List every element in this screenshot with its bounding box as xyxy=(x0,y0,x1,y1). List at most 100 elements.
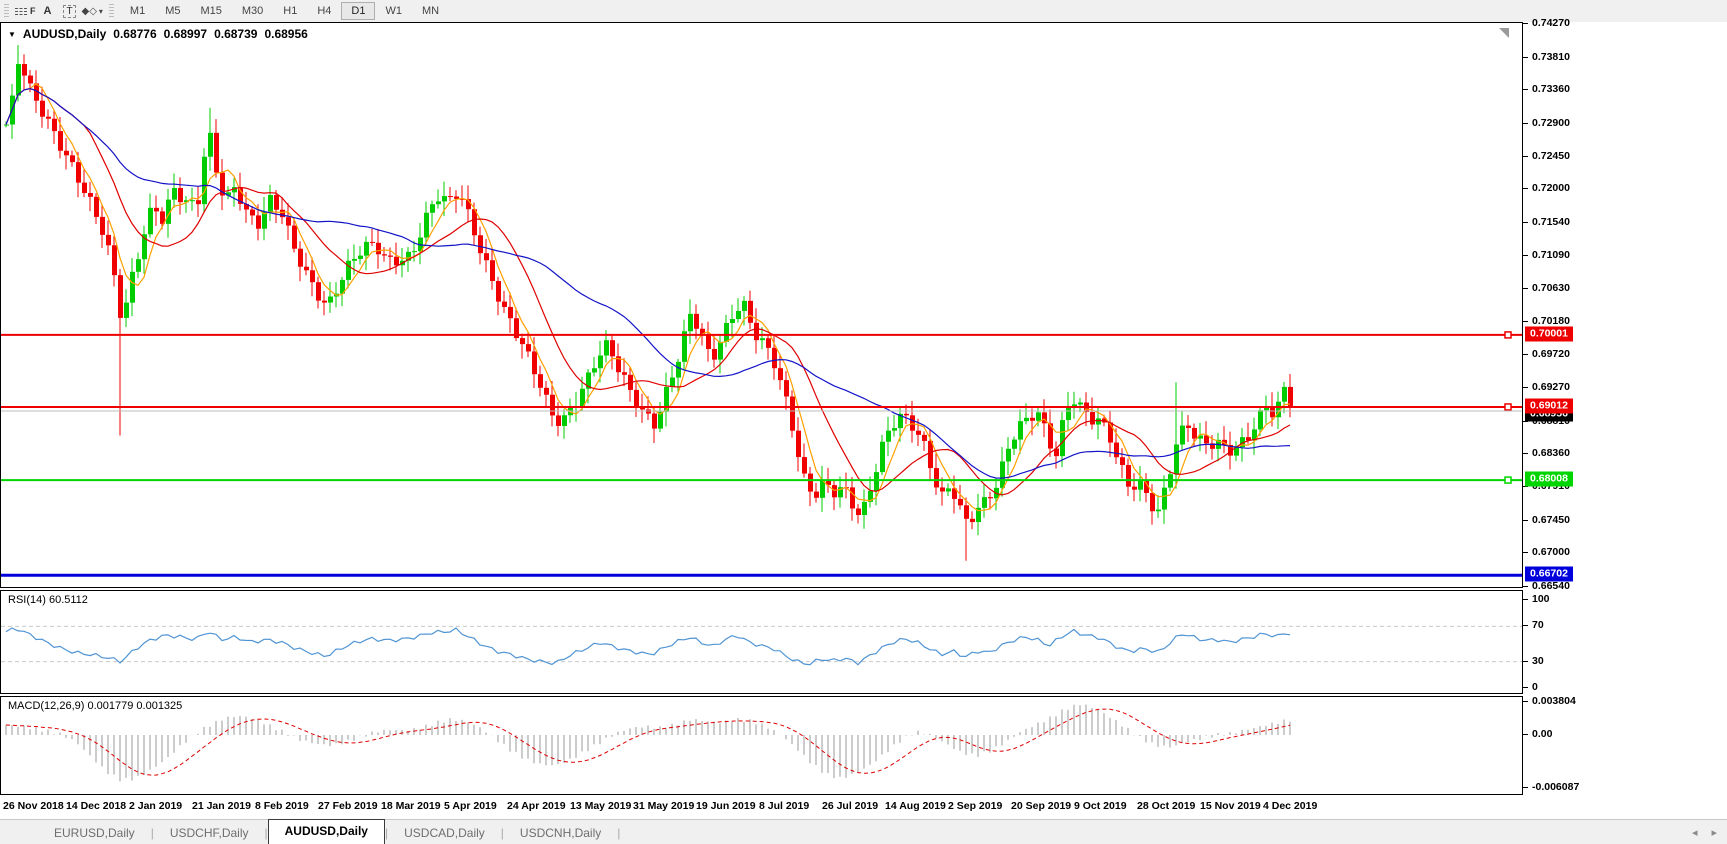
date-axis-label: 20 Sep 2019 xyxy=(1011,800,1072,812)
chart-tabs: EURUSD,Daily | USDCHF,Daily | AUDUSD,Daily | U… xyxy=(38,819,620,844)
chart-tab-USDCAD[interactable]: USDCAD,Daily xyxy=(404,825,485,840)
date-axis-label: 26 Jul 2019 xyxy=(822,800,879,812)
axis-tick-mark xyxy=(1523,387,1528,389)
axis-tick-label: 30 xyxy=(1532,654,1544,667)
scroll-left-icon[interactable]: ◂ xyxy=(1691,827,1698,839)
timeframe-button-M5[interactable]: M5 xyxy=(165,5,181,17)
toolbar-grip[interactable] xyxy=(4,4,9,18)
tab-scroll-arrows: ◂ ▸ xyxy=(1692,826,1717,839)
toolbar-grip[interactable] xyxy=(108,4,114,18)
axis-tick-label: 0.67000 xyxy=(1532,546,1570,559)
chart-tab-EURUSD[interactable]: EURUSD,Daily xyxy=(54,825,135,840)
timeframe-buttons: M1 M5 M15 M30 H1 H4 D1 W1 MN xyxy=(120,2,449,20)
axis-tick-label: 0.70630 xyxy=(1532,282,1570,295)
axis-tick-label: 0.73810 xyxy=(1532,50,1570,63)
timeframe-button-H4[interactable]: H4 xyxy=(317,5,332,17)
timeframe-button-D1[interactable]: D1 xyxy=(341,2,376,20)
axis-tick-mark xyxy=(1523,354,1528,356)
macd-panel[interactable]: MACD(12,26,9) 0.001779 0.001325 xyxy=(0,696,1523,795)
scroll-to-end-icon[interactable] xyxy=(1499,28,1509,38)
axis-tick-label: -0.006087 xyxy=(1532,780,1580,793)
chart-tab-USDCHF[interactable]: USDCHF,Daily xyxy=(169,825,249,840)
symbol-dropdown-icon[interactable]: ▼ xyxy=(8,29,16,39)
candlestick-chart[interactable] xyxy=(1,23,1522,587)
axis-tick-label: 0.67450 xyxy=(1532,513,1570,526)
rsi-chart[interactable] xyxy=(1,591,1522,693)
date-axis-label: 14 Aug 2019 xyxy=(885,800,946,812)
axis-tick-label: 0.74270 xyxy=(1532,17,1570,29)
timeframe-button-W1[interactable]: W1 xyxy=(385,5,402,17)
date-axis-label: 14 Dec 2018 xyxy=(66,800,127,812)
axis-tick-label: 100 xyxy=(1532,593,1550,605)
scroll-right-icon[interactable]: ▸ xyxy=(1711,827,1717,839)
rsi-panel[interactable]: RSI(14) 60.5112 xyxy=(0,590,1523,694)
timeframe-button-M30[interactable]: M30 xyxy=(241,5,264,17)
axis-tick-mark xyxy=(1523,56,1528,58)
axis-tick-label: 0 xyxy=(1532,681,1538,693)
date-axis-label: 26 Nov 2018 xyxy=(3,800,64,812)
axis-tick-label: 0.72900 xyxy=(1532,116,1570,129)
timeframe-button-H1[interactable]: H1 xyxy=(283,5,298,17)
axis-tick-mark xyxy=(1523,786,1528,788)
toolbar: F A T ◆◇ ▾ M1 M5 M15 M30 H1 H4 D1 W1 MN xyxy=(0,0,1727,23)
axis-tick-mark xyxy=(1523,660,1528,662)
timeframe-button-MN[interactable]: MN xyxy=(421,5,440,17)
tab-separator: | xyxy=(150,825,154,840)
axis-tick-mark xyxy=(1523,734,1528,735)
price-badge: 0.66702 xyxy=(1525,566,1573,582)
arrow-styles-button[interactable]: ◆◇ ▾ xyxy=(82,2,103,20)
axis-tick-mark xyxy=(1523,188,1528,190)
axis-tick-label: 0.003804 xyxy=(1532,694,1576,707)
axis-tick-mark xyxy=(1523,552,1528,554)
timeframe-button-M15[interactable]: M15 xyxy=(200,5,222,17)
date-axis-label: 2 Jan 2019 xyxy=(129,800,183,812)
timeframe-button-M1[interactable]: M1 xyxy=(129,5,146,17)
text-tool-icon: A xyxy=(43,5,52,17)
level-drag-handle[interactable] xyxy=(1504,331,1512,339)
level-drag-handle[interactable] xyxy=(1504,476,1512,484)
axis-tick-mark xyxy=(1523,453,1528,455)
date-axis-label: 31 May 2019 xyxy=(633,800,695,812)
axis-tick-label: 0.71540 xyxy=(1532,215,1570,228)
axis-tick-label: 70 xyxy=(1532,619,1544,632)
price-badge: 0.69012 xyxy=(1525,398,1573,414)
axis-tick-mark xyxy=(1523,23,1528,24)
price-chart-panel[interactable]: ▼ AUDUSD,Daily 0.68776 0.68997 0.68739 0… xyxy=(0,22,1523,588)
axis-tick-mark xyxy=(1523,625,1528,627)
tab-separator: | xyxy=(384,825,389,840)
axis-tick-label: 0.72450 xyxy=(1532,149,1570,162)
ohlc-close: 0.68956 xyxy=(264,27,308,41)
date-axis-label: 8 Jul 2019 xyxy=(759,800,810,812)
macd-chart[interactable] xyxy=(1,697,1522,794)
ohlc-open: 0.68776 xyxy=(113,27,157,41)
date-axis-label: 18 Mar 2019 xyxy=(381,800,441,812)
level-drag-handle[interactable] xyxy=(1504,403,1512,411)
axis-tick-mark xyxy=(1523,89,1528,91)
text-tool-button[interactable]: A xyxy=(38,2,58,20)
text-label-tool-button[interactable]: T xyxy=(60,2,80,20)
axis-tick-mark xyxy=(1523,599,1528,600)
arrow-styles-icon: ◆◇ xyxy=(81,5,97,17)
date-axis-label: 2 Sep 2019 xyxy=(948,800,1003,812)
date-axis-label: 8 Feb 2019 xyxy=(255,800,309,812)
axis-tick-mark xyxy=(1523,254,1528,256)
date-axis[interactable]: 26 Nov 2018 14 Dec 2018 2 Jan 2019 21 Jan 2… xyxy=(0,795,1523,819)
axis-tick-mark xyxy=(1523,486,1528,488)
axis-tick-label: 0.71090 xyxy=(1532,248,1570,261)
date-axis-label: 21 Jan 2019 xyxy=(192,800,251,812)
axis-tick-label: 0.00 xyxy=(1532,728,1553,740)
tab-separator: | xyxy=(264,825,268,840)
price-axis[interactable]: 0.74270 0.73810 0.73360 0.72900 0.72450 0.720… xyxy=(1523,17,1727,795)
macd-label: MACD(12,26,9) 0.001779 0.001325 xyxy=(8,700,183,712)
date-axis-label: 19 Jun 2019 xyxy=(696,800,756,812)
price-badge: 0.70001 xyxy=(1525,326,1573,342)
date-axis-label: 13 May 2019 xyxy=(570,800,632,812)
chart-tab-USDCNH[interactable]: USDCNH,Daily xyxy=(519,825,602,840)
axis-tick-mark xyxy=(1523,288,1528,290)
chart-tab-AUDUSD[interactable]: AUDUSD,Daily xyxy=(267,819,385,844)
fibonacci-tool-button[interactable]: F xyxy=(15,2,36,20)
date-axis-label: 15 Nov 2019 xyxy=(1200,800,1261,812)
price-badge: 0.68008 xyxy=(1525,471,1573,487)
axis-tick-mark xyxy=(1523,320,1528,322)
